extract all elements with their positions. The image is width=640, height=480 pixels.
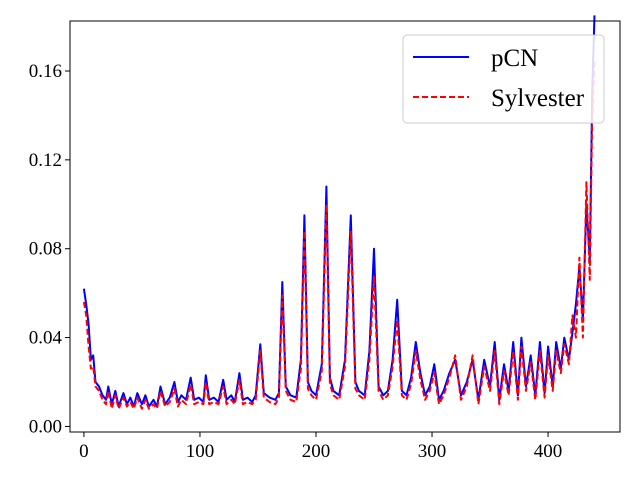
x-tick-label: 0 (79, 441, 89, 462)
x-tick-label: 100 (186, 441, 215, 462)
y-tick-label: 0.16 (29, 61, 62, 82)
legend-label-pcn: pCN (491, 45, 538, 72)
y-tick-label: 0.04 (29, 328, 63, 349)
x-tick-label: 400 (534, 441, 563, 462)
legend-label-sylvester: Sylvester (491, 85, 585, 112)
y-tick-label: 0.08 (29, 239, 62, 260)
plot-frame (69, 20, 621, 433)
x-tick-label: 300 (418, 441, 447, 462)
legend: pCN Sylvester (402, 34, 605, 124)
y-axis: 0.00 0.04 0.08 0.12 0.16 (29, 61, 70, 437)
series-layer (82, 15, 596, 410)
y-tick-label: 0.12 (29, 150, 62, 171)
x-tick-label: 200 (302, 441, 331, 462)
x-axis: 0 100 200 300 400 (79, 432, 562, 462)
y-tick-label: 0.00 (29, 416, 62, 437)
series-line-pcn (82, 15, 596, 408)
series-line-sylvester (82, 59, 596, 410)
